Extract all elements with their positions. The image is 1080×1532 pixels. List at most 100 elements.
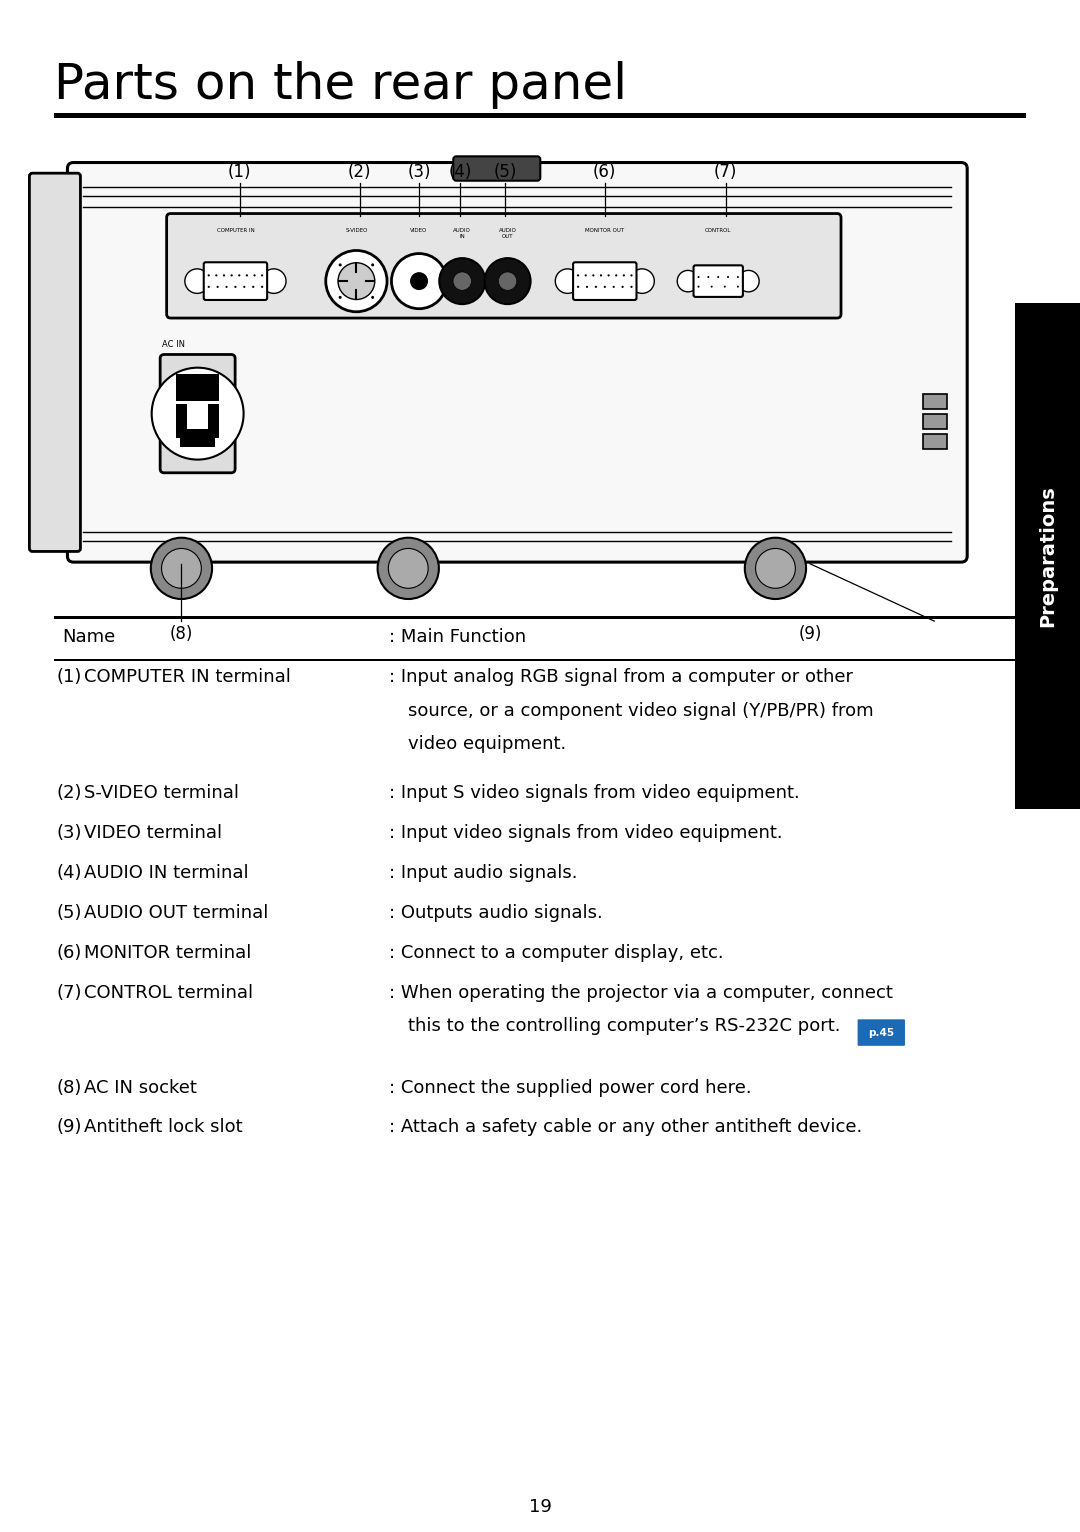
Text: (5): (5) (494, 162, 517, 181)
Text: CONTROL: CONTROL (705, 228, 731, 233)
Text: (9): (9) (798, 625, 822, 643)
Circle shape (498, 273, 517, 291)
Text: Preparations: Preparations (1038, 486, 1057, 627)
Bar (176, 404, 187, 438)
Circle shape (631, 274, 633, 276)
Bar (923, 414, 947, 429)
Circle shape (185, 270, 210, 294)
Text: (6): (6) (56, 944, 81, 962)
Circle shape (698, 276, 700, 277)
Text: p.45: p.45 (868, 1028, 894, 1037)
Circle shape (630, 270, 654, 294)
Circle shape (339, 264, 341, 267)
Circle shape (261, 286, 264, 288)
Text: (7): (7) (56, 984, 82, 1002)
FancyBboxPatch shape (160, 354, 235, 473)
Circle shape (261, 270, 286, 294)
Circle shape (252, 286, 255, 288)
Circle shape (612, 286, 615, 288)
Text: : When operating the projector via a computer, connect: : When operating the projector via a com… (389, 984, 893, 1002)
Text: (2): (2) (56, 784, 82, 803)
Circle shape (584, 274, 586, 276)
Text: COMPUTER IN: COMPUTER IN (217, 228, 254, 233)
Circle shape (261, 274, 264, 276)
Circle shape (339, 296, 341, 299)
Text: MONITOR terminal: MONITOR terminal (84, 944, 252, 962)
Text: (5): (5) (56, 904, 82, 922)
Circle shape (677, 271, 699, 291)
Text: : Attach a safety cable or any other antitheft device.: : Attach a safety cable or any other ant… (389, 1118, 862, 1137)
Bar (923, 394, 947, 409)
Circle shape (756, 548, 795, 588)
Bar (208, 404, 219, 438)
Text: (6): (6) (593, 162, 617, 181)
Text: (3): (3) (56, 824, 82, 843)
Circle shape (391, 253, 447, 309)
Circle shape (599, 274, 602, 276)
Text: AC IN socket: AC IN socket (84, 1079, 198, 1097)
Text: Parts on the rear panel: Parts on the rear panel (54, 61, 627, 109)
Circle shape (592, 274, 594, 276)
Circle shape (577, 274, 579, 276)
Text: (2): (2) (348, 162, 372, 181)
Bar (176, 374, 219, 401)
Bar (54, 113, 1026, 118)
Text: CONTROL terminal: CONTROL terminal (84, 984, 254, 1002)
FancyBboxPatch shape (67, 162, 968, 562)
Circle shape (226, 286, 228, 288)
Text: : Input analog RGB signal from a computer or other: : Input analog RGB signal from a compute… (389, 668, 853, 686)
Circle shape (738, 271, 759, 291)
Circle shape (724, 285, 726, 288)
Circle shape (246, 274, 248, 276)
Circle shape (485, 257, 530, 303)
Circle shape (234, 286, 237, 288)
Circle shape (585, 286, 589, 288)
Circle shape (604, 286, 606, 288)
Circle shape (372, 264, 374, 267)
Circle shape (230, 274, 232, 276)
Text: VIDEO terminal: VIDEO terminal (84, 824, 222, 843)
Circle shape (378, 538, 438, 599)
Circle shape (254, 274, 256, 276)
FancyBboxPatch shape (204, 262, 267, 300)
Circle shape (711, 285, 713, 288)
Circle shape (410, 273, 428, 290)
Circle shape (698, 285, 700, 288)
Text: : Input video signals from video equipment.: : Input video signals from video equipme… (389, 824, 782, 843)
Text: Antitheft lock slot: Antitheft lock slot (84, 1118, 243, 1137)
Circle shape (207, 286, 210, 288)
Text: (1): (1) (228, 162, 252, 181)
Circle shape (222, 274, 225, 276)
Circle shape (239, 274, 241, 276)
Text: (8): (8) (56, 1079, 81, 1097)
Circle shape (326, 250, 387, 313)
Text: (4): (4) (448, 162, 472, 181)
FancyBboxPatch shape (166, 213, 841, 319)
FancyBboxPatch shape (29, 173, 80, 552)
Bar (1015, 303, 1080, 809)
Circle shape (621, 286, 624, 288)
Text: 19: 19 (528, 1498, 552, 1517)
Text: VIDEO: VIDEO (410, 228, 428, 233)
Circle shape (372, 296, 374, 299)
Circle shape (162, 548, 201, 588)
Text: (9): (9) (56, 1118, 82, 1137)
Circle shape (745, 538, 806, 599)
Circle shape (207, 274, 210, 276)
Circle shape (608, 274, 610, 276)
FancyBboxPatch shape (693, 265, 743, 297)
Text: : Outputs audio signals.: : Outputs audio signals. (389, 904, 603, 922)
Circle shape (151, 538, 212, 599)
Circle shape (217, 286, 219, 288)
Text: (4): (4) (56, 864, 82, 882)
Text: : Input S video signals from video equipment.: : Input S video signals from video equip… (389, 784, 799, 803)
Circle shape (453, 273, 472, 291)
Circle shape (215, 274, 217, 276)
Text: : Connect the supplied power cord here.: : Connect the supplied power cord here. (389, 1079, 752, 1097)
Circle shape (440, 257, 485, 303)
Text: COMPUTER IN terminal: COMPUTER IN terminal (84, 668, 292, 686)
Text: Name: Name (63, 628, 116, 647)
Text: : Main Function: : Main Function (389, 628, 526, 647)
Circle shape (595, 286, 597, 288)
Bar (923, 434, 947, 449)
